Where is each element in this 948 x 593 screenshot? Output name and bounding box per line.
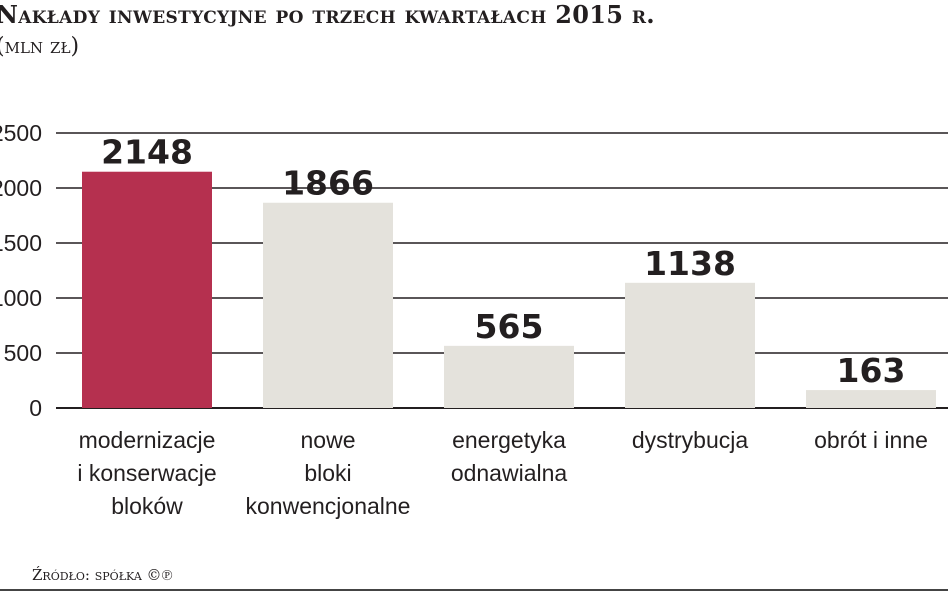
y-tick-label: 1000 — [0, 285, 42, 311]
data-label: 1866 — [282, 164, 374, 203]
category-label: bloki — [304, 460, 351, 486]
bar — [82, 171, 212, 408]
category-label: bloków — [111, 493, 183, 519]
category-label: energetyka — [452, 427, 566, 453]
data-label: 163 — [837, 351, 906, 390]
category-label: modernizacje — [79, 427, 216, 453]
data-label: 2148 — [101, 133, 193, 172]
bottom-rule — [0, 589, 948, 591]
y-tick-label: 2500 — [0, 120, 42, 146]
bar — [444, 345, 574, 408]
data-label: 565 — [475, 307, 544, 346]
bar — [625, 282, 755, 408]
y-tick-label: 1500 — [0, 230, 42, 256]
y-tick-label: 2000 — [0, 175, 42, 201]
bar — [263, 202, 393, 408]
category-label: i konserwacje — [77, 460, 216, 486]
y-tick-label: 500 — [4, 340, 42, 366]
chart-title: Nakłady inwestycyjne po trzech kwartałac… — [0, 0, 655, 29]
chart-subtitle: (mln zł) — [0, 34, 80, 59]
source-note: Źródło: spółka ©℗ — [32, 566, 173, 584]
bar — [806, 390, 936, 408]
category-label: odnawialna — [451, 460, 568, 486]
category-label: nowe — [301, 427, 356, 453]
y-tick-label: 0 — [29, 395, 42, 421]
data-label: 1138 — [644, 244, 736, 283]
category-label: konwencjonalne — [246, 493, 411, 519]
category-label: dystrybucja — [632, 427, 749, 453]
category-label: obrót i inne — [814, 427, 928, 453]
